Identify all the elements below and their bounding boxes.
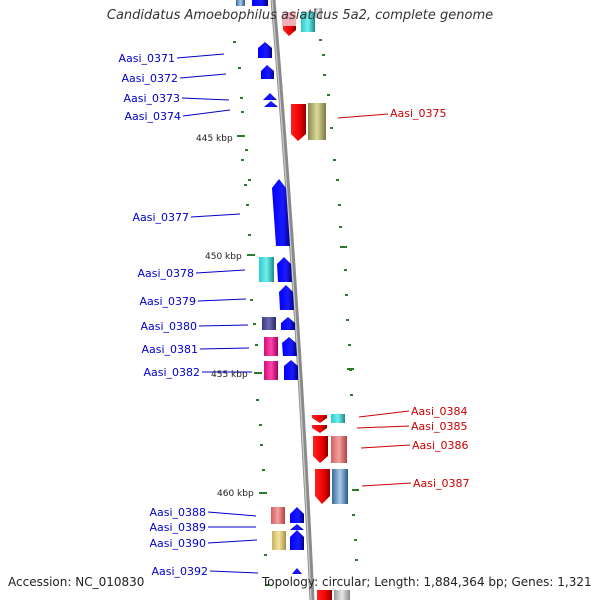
left-leader-line-0 xyxy=(176,53,225,59)
right-leader-line-3 xyxy=(360,444,411,449)
left-gene-label-0377[interactable]: Aasi_0377 xyxy=(132,211,189,224)
gene-block-blue-top[interactable] xyxy=(252,0,268,6)
left-leader-line-2 xyxy=(181,97,230,101)
left-gene-label-0388[interactable]: Aasi_0388 xyxy=(149,506,206,519)
gene-shape-0374[interactable] xyxy=(264,101,278,107)
left-leader-line-10 xyxy=(207,511,257,517)
kbp-label-445: 445 kbp xyxy=(196,134,233,144)
gene-shape-0381-blue[interactable] xyxy=(282,337,297,356)
left-gene-label-0392[interactable]: Aasi_0392 xyxy=(151,565,208,578)
left-gene-label-0379[interactable]: Aasi_0379 xyxy=(139,295,196,308)
gene-shape-0388-salmon[interactable] xyxy=(271,507,285,524)
right-gene-label-0386[interactable]: Aasi_0386 xyxy=(412,439,469,452)
gene-block-bottom-gray[interactable] xyxy=(334,590,350,600)
gene-shape-0371[interactable] xyxy=(258,42,272,58)
map-title: Candidatus Amoebophilus asiaticus 5a2, c… xyxy=(106,8,494,23)
gene-shape-0387-red[interactable] xyxy=(315,469,330,504)
gene-shape-0388-blue[interactable] xyxy=(290,507,304,523)
right-gene-label-0387[interactable]: Aasi_0387 xyxy=(413,477,470,490)
kbp-label-460: 460 kbp xyxy=(217,489,254,499)
gene-shape-0373[interactable] xyxy=(263,93,277,100)
left-gene-label-0371[interactable]: Aasi_0371 xyxy=(118,52,175,65)
gene-shape-0387-steel[interactable] xyxy=(332,469,348,504)
gene-shape-0380-blue[interactable] xyxy=(281,317,295,330)
gene-shape-0381-pink[interactable] xyxy=(264,337,278,356)
gene-shape-0386-salmon[interactable] xyxy=(331,436,347,463)
gene-shape-0378-blue[interactable] xyxy=(277,257,292,282)
left-leader-line-6 xyxy=(197,298,247,302)
gene-shape-0390-blue[interactable] xyxy=(290,530,304,550)
gene-shape-0377[interactable] xyxy=(272,179,290,246)
gene-block-gray-top[interactable] xyxy=(314,8,322,18)
right-gene-label-0385[interactable]: Aasi_0385 xyxy=(411,420,468,433)
right-leader-line-0 xyxy=(337,113,389,119)
left-leader-line-1 xyxy=(179,73,227,79)
kbp-label-450: 450 kbp xyxy=(205,252,242,262)
left-leader-line-3 xyxy=(182,109,231,117)
gene-block-bottom-red[interactable] xyxy=(317,590,332,600)
gene-block-pink-top[interactable] xyxy=(282,12,296,26)
gene-shape-0379[interactable] xyxy=(279,285,294,310)
gene-shape-0378-cyan[interactable] xyxy=(259,257,274,282)
gene-shape-0389[interactable] xyxy=(290,524,304,530)
accession-text: Accession: NC_010830 xyxy=(8,575,145,589)
left-leader-line-7 xyxy=(198,324,249,327)
gene-shape-0390-yellow[interactable] xyxy=(272,531,286,550)
gene-shape-0392[interactable] xyxy=(292,568,302,574)
left-leader-line-8 xyxy=(199,347,250,350)
left-leader-line-13 xyxy=(209,570,259,574)
right-gene-label-0375[interactable]: Aasi_0375 xyxy=(390,107,447,120)
gene-block-cyan-top[interactable] xyxy=(301,12,315,32)
left-gene-label-0378[interactable]: Aasi_0378 xyxy=(137,267,194,280)
right-gene-label-0384[interactable]: Aasi_0384 xyxy=(411,405,468,418)
gene-shape-0382-blue[interactable] xyxy=(284,360,298,380)
genome-backbone xyxy=(270,0,315,601)
kbp-label-455: 455 kbp xyxy=(211,370,248,380)
topology-summary-text: Topology: circular; Length: 1,884,364 bp… xyxy=(262,575,592,589)
gene-shape-0386-red[interactable] xyxy=(313,436,328,463)
left-gene-label-0380[interactable]: Aasi_0380 xyxy=(140,320,197,333)
gene-shape-0384-cyan[interactable] xyxy=(331,414,345,423)
left-gene-label-0390[interactable]: Aasi_0390 xyxy=(149,537,206,550)
gene-shape-0384-red[interactable] xyxy=(312,415,327,423)
right-leader-line-1 xyxy=(358,410,410,418)
gene-shape-0382-pink[interactable] xyxy=(264,361,278,380)
left-gene-label-0381[interactable]: Aasi_0381 xyxy=(141,343,198,356)
left-leader-line-12 xyxy=(207,539,258,544)
gene-block-steel-top[interactable] xyxy=(236,0,245,6)
left-gene-label-0373[interactable]: Aasi_0373 xyxy=(123,92,180,105)
left-gene-label-0374[interactable]: Aasi_0374 xyxy=(124,110,181,123)
genome-backbone-highlight xyxy=(271,0,312,601)
gene-shape-0375-red[interactable] xyxy=(291,104,306,141)
left-leader-line-5 xyxy=(195,269,246,274)
left-gene-label-0382[interactable]: Aasi_0382 xyxy=(143,366,200,379)
gene-shape-0380-purple[interactable] xyxy=(262,317,276,330)
left-leader-line-4 xyxy=(190,213,241,218)
left-gene-label-0372[interactable]: Aasi_0372 xyxy=(121,72,178,85)
gene-shape-0372[interactable] xyxy=(261,65,274,79)
gene-shape-0375-olive[interactable] xyxy=(308,103,326,140)
gene-shape-0385[interactable] xyxy=(312,425,327,433)
right-leader-line-4 xyxy=(361,482,412,487)
right-leader-line-2 xyxy=(356,425,410,429)
left-gene-label-0389[interactable]: Aasi_0389 xyxy=(149,521,206,534)
